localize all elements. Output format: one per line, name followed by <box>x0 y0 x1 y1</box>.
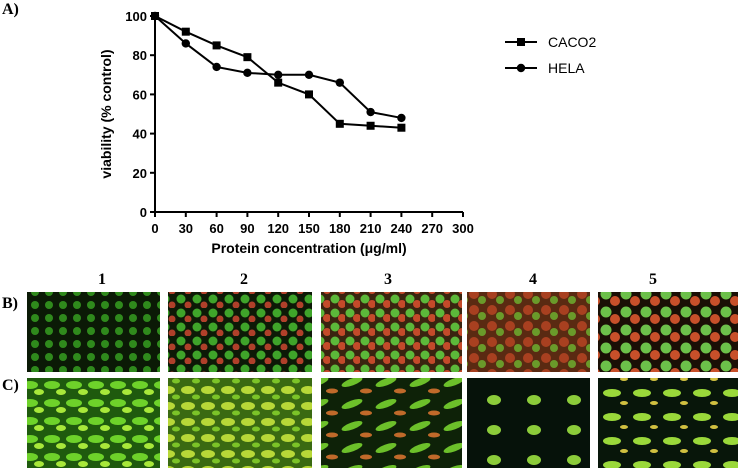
marker <box>181 39 190 48</box>
x-tick-label: 210 <box>360 221 382 236</box>
marker <box>274 70 283 80</box>
panel-label: B) <box>2 295 18 312</box>
column-label: 2 <box>240 271 248 288</box>
micrograph <box>168 378 312 468</box>
column-label: 4 <box>529 271 537 288</box>
column-label: 1 <box>98 271 106 288</box>
micrograph <box>598 378 738 468</box>
legend-label: HELA <box>548 60 585 76</box>
y-tick-label: 0 <box>140 205 147 220</box>
marker <box>274 78 283 87</box>
micrograph <box>598 292 738 372</box>
marker <box>397 123 406 132</box>
y-tick-label: 40 <box>133 127 147 142</box>
x-tick-label: 60 <box>209 221 223 236</box>
x-tick-label: 0 <box>151 221 158 236</box>
y-axis-label: viability (% control) <box>98 49 114 178</box>
micrograph <box>168 292 312 372</box>
x-tick-label: 270 <box>421 221 443 236</box>
marker <box>305 90 313 99</box>
x-tick-label: 180 <box>329 221 351 236</box>
marker <box>517 38 525 46</box>
micrograph <box>27 292 160 372</box>
micrograph <box>467 292 590 372</box>
panel-label: A) <box>2 1 19 18</box>
marker <box>366 107 375 117</box>
x-tick-label: 90 <box>240 221 254 236</box>
marker <box>366 121 375 130</box>
marker <box>181 27 190 36</box>
marker <box>335 78 344 87</box>
marker <box>150 11 160 21</box>
micrograph <box>27 378 160 468</box>
x-axis-label: Protein concentration (μg/ml) <box>211 240 406 256</box>
y-tick-label: 100 <box>125 9 147 24</box>
marker <box>212 62 221 72</box>
x-tick-label: 300 <box>452 221 474 236</box>
marker <box>397 113 406 123</box>
x-tick-label: 30 <box>179 221 193 236</box>
y-tick-label: 80 <box>133 48 147 63</box>
micrograph <box>467 378 590 468</box>
column-label: 5 <box>649 271 657 288</box>
x-tick-label: 240 <box>391 221 413 236</box>
marker <box>335 119 344 128</box>
column-label: 3 <box>384 271 392 288</box>
marker <box>212 41 221 50</box>
micrograph <box>321 292 462 372</box>
marker <box>516 63 526 73</box>
marker <box>243 53 252 62</box>
x-tick-label: 120 <box>267 221 289 236</box>
legend-label: CACO2 <box>548 34 596 50</box>
marker <box>243 68 252 78</box>
x-tick-label: 150 <box>298 221 320 236</box>
y-tick-label: 60 <box>133 87 147 102</box>
y-tick-label: 20 <box>133 166 147 181</box>
panel-label: C) <box>2 377 19 394</box>
series-line <box>154 15 402 119</box>
micrograph <box>321 378 462 468</box>
marker <box>304 70 314 80</box>
